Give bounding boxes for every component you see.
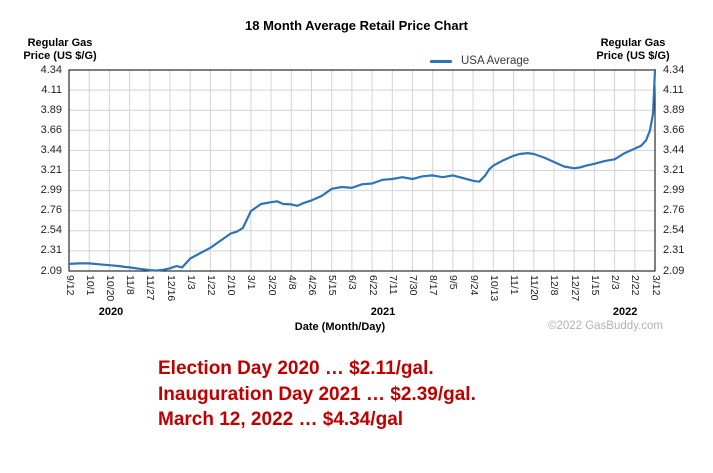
x-tick-label: 7/11 (386, 275, 399, 295)
year-label: 2022 (612, 306, 638, 318)
x-tick-label: 6/3 (346, 275, 359, 290)
right-axis-title-line2: Price (US $/G) (596, 49, 670, 62)
x-tick-label: 7/30 (407, 275, 420, 296)
legend-line-swatch (430, 59, 452, 63)
plot-border (68, 69, 656, 272)
x-tick-label: 9/12 (63, 275, 76, 296)
x-axis-label: Date (Month/Day) (294, 321, 386, 333)
x-tick-label: 1/15 (588, 275, 601, 296)
x-tick-label: 6/22 (366, 275, 379, 296)
y-tick-label-right: 2.31 (663, 244, 685, 257)
left-axis-title-line2: Price (US $/G) (23, 49, 97, 62)
right-axis-title: Regular Gas Price (US $/G) (593, 37, 673, 62)
annotation-election-day: Election Day 2020 … $2.11/gal. (158, 358, 434, 379)
y-tick-label-right: 2.54 (663, 224, 685, 237)
right-axis-title-line1: Regular Gas (600, 37, 666, 49)
x-tick-label: 11/20 (528, 275, 541, 301)
left-axis-title: Regular Gas Price (US $/G) (20, 37, 100, 62)
y-tick-label-left: 2.09 (40, 264, 62, 277)
y-tick-label-right: 3.21 (663, 164, 685, 176)
x-tick-label: 10/1 (83, 275, 96, 296)
x-tick-label: 12/8 (548, 275, 561, 296)
y-tick-label-right: 3.89 (663, 103, 685, 116)
x-tick-label: 12/27 (568, 275, 581, 302)
x-tick-label: 4/26 (305, 275, 318, 296)
year-label: 2020 (98, 306, 124, 318)
y-tick-label-left: 3.44 (40, 143, 62, 156)
y-tick-label-right: 3.66 (663, 123, 685, 136)
y-tick-label-left: 2.31 (40, 244, 62, 257)
y-tick-label-left: 3.21 (40, 164, 62, 176)
x-tick-label: 3/12 (649, 275, 662, 296)
x-tick-label: 2/10 (225, 275, 238, 296)
y-tick-label-right: 4.11 (663, 83, 684, 96)
watermark: ©2022 GasBuddy.com (547, 320, 663, 332)
y-tick-label-left: 4.11 (41, 83, 62, 96)
y-tick-label-left: 3.89 (40, 103, 62, 116)
x-tick-label: 5/15 (326, 275, 339, 296)
y-tick-label-left: 2.54 (40, 224, 62, 237)
annotation-inauguration-day: Inauguration Day 2021 … $2.39/gal. (158, 383, 476, 405)
y-tick-label-left: 3.66 (40, 123, 62, 136)
year-label: 2021 (370, 306, 396, 318)
gridlines (69, 70, 655, 271)
annotation-march-2022: March 12, 2022 … $4.34/gal (158, 409, 404, 430)
left-axis-title-line1: Regular Gas (27, 37, 93, 49)
x-tick-label: 9/24 (467, 275, 480, 296)
series-line-usa-average (67, 68, 657, 272)
y-tick-label-right: 4.34 (663, 63, 685, 76)
x-tick-label: 11/27 (144, 275, 157, 301)
x-tick-label: 3/20 (265, 275, 278, 296)
legend: USA Average (430, 55, 529, 67)
x-tick-label: 1/22 (204, 275, 217, 296)
y-tick-label-right: 2.09 (663, 264, 685, 277)
x-tick-label: 10/13 (487, 275, 500, 302)
x-tick-label: 3/1 (245, 275, 258, 290)
x-tick-label: 4/8 (285, 275, 298, 290)
x-tick-label: 9/5 (447, 275, 460, 290)
x-tick-label: 2/22 (629, 275, 642, 296)
y-tick-label-left: 2.99 (40, 184, 62, 197)
y-tick-label-right: 2.76 (663, 204, 685, 217)
y-tick-label-right: 3.44 (663, 143, 685, 156)
x-tick-label: 11/8 (124, 275, 137, 295)
x-tick-label: 11/1 (508, 275, 521, 295)
y-tick-label-right: 2.99 (663, 184, 685, 197)
x-tick-label: 12/16 (164, 275, 177, 302)
legend-label: USA Average (461, 55, 530, 67)
x-tick-label: 1/3 (184, 275, 197, 290)
y-tick-label-left: 2.76 (40, 204, 62, 217)
x-tick-label: 8/17 (427, 275, 440, 296)
x-tick-label: 2/3 (609, 275, 622, 290)
x-tick-label: 10/20 (103, 275, 116, 302)
chart-title: 18 Month Average Retail Price Chart (245, 18, 468, 33)
annotations-block: Election Day 2020 … $2.11/gal. Inaugurat… (158, 356, 476, 433)
y-tick-label-left: 4.34 (40, 63, 62, 76)
